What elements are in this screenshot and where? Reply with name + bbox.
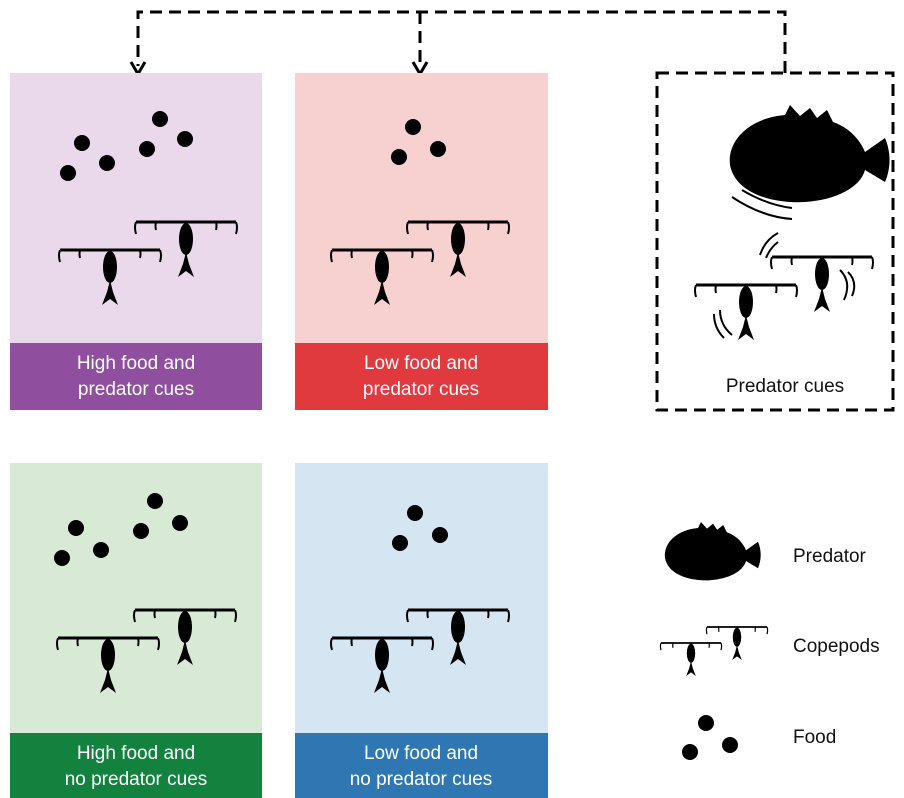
panel-label: no predator cues [65, 769, 208, 790]
food [60, 111, 193, 181]
panel-label: Low food and [364, 353, 478, 374]
panel-label: no predator cues [350, 769, 493, 790]
panel-label: Predator cues [726, 376, 844, 397]
connector [136, 10, 787, 73]
food [392, 505, 448, 551]
swirl [713, 232, 856, 339]
legend-label: Predator [793, 546, 867, 567]
panel-label-box [10, 343, 262, 410]
panel-label-box [10, 733, 262, 798]
food [391, 119, 446, 165]
panel-label: predator cues [363, 379, 479, 400]
legend-label: Food [793, 727, 836, 748]
arrowheads [129, 61, 429, 77]
predator [729, 105, 890, 203]
legend-copepod [659, 642, 723, 677]
panel-label-box [295, 343, 548, 410]
food [54, 493, 188, 566]
panel-label: High food and [77, 353, 195, 374]
panel-label: High food and [77, 743, 195, 764]
copepod [693, 283, 799, 342]
legend-food [682, 715, 738, 760]
legend-predator [664, 522, 761, 581]
legend-label: Copepods [793, 636, 880, 657]
swirl [731, 189, 793, 220]
panel [655, 71, 895, 412]
panel-label-box [295, 733, 548, 798]
panel-label: predator cues [78, 379, 194, 400]
panel-label: Low food and [364, 743, 478, 764]
